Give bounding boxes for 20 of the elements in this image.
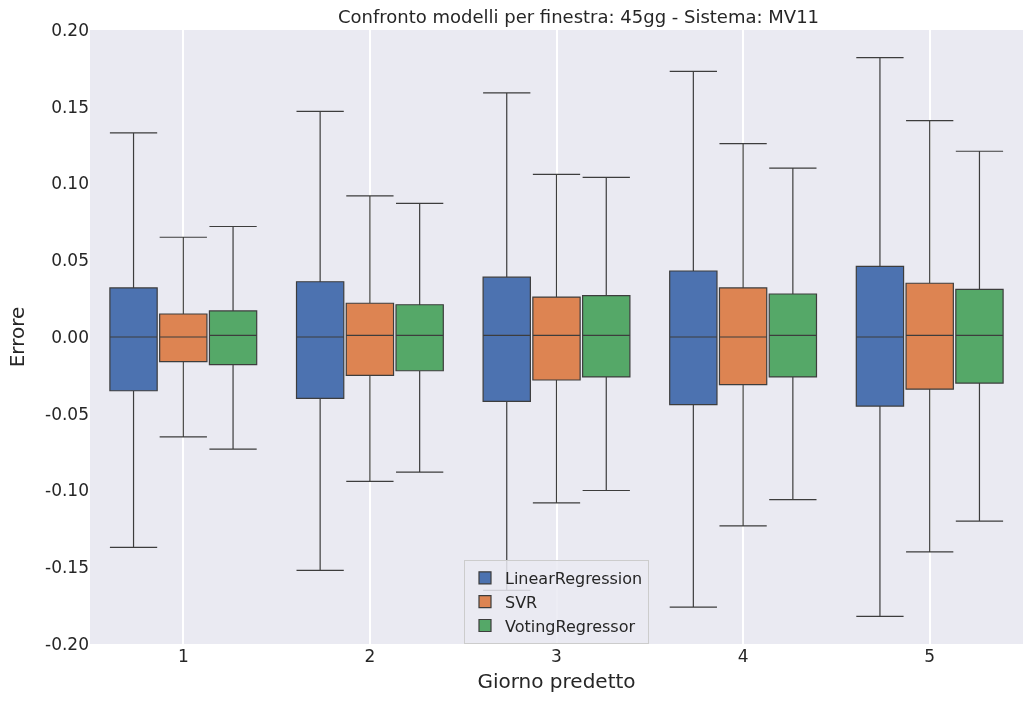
legend-label: VotingRegressor (505, 616, 636, 636)
legend-label: LinearRegression (505, 569, 643, 589)
x-tick-label: 1 (177, 646, 189, 666)
x-tick-label: 3 (551, 646, 562, 666)
y-tick-label: 0.15 (51, 96, 89, 117)
y-tick-label: -0.20 (45, 633, 89, 654)
y-tick-label: 0.05 (51, 250, 89, 271)
y-tick-label: -0.15 (45, 557, 89, 578)
y-tick-label: 0.20 (51, 19, 89, 40)
chart-title: Confronto modelli per finestra: 45gg - Sistema: MV11 (337, 6, 820, 28)
y-tick-label: 0.10 (51, 173, 89, 194)
y-tick-label: -0.05 (45, 403, 89, 424)
x-tick-label: 4 (737, 646, 749, 666)
x-tick-label: 5 (924, 646, 936, 666)
y-axis-title: Errore (4, 306, 29, 368)
y-tick-label: -0.10 (45, 480, 89, 501)
legend-label: SVR (505, 592, 538, 612)
x-axis-title: Giorno predetto (477, 668, 636, 693)
x-tick-label: 2 (364, 646, 376, 666)
y-tick-label: 0.00 (51, 326, 89, 347)
